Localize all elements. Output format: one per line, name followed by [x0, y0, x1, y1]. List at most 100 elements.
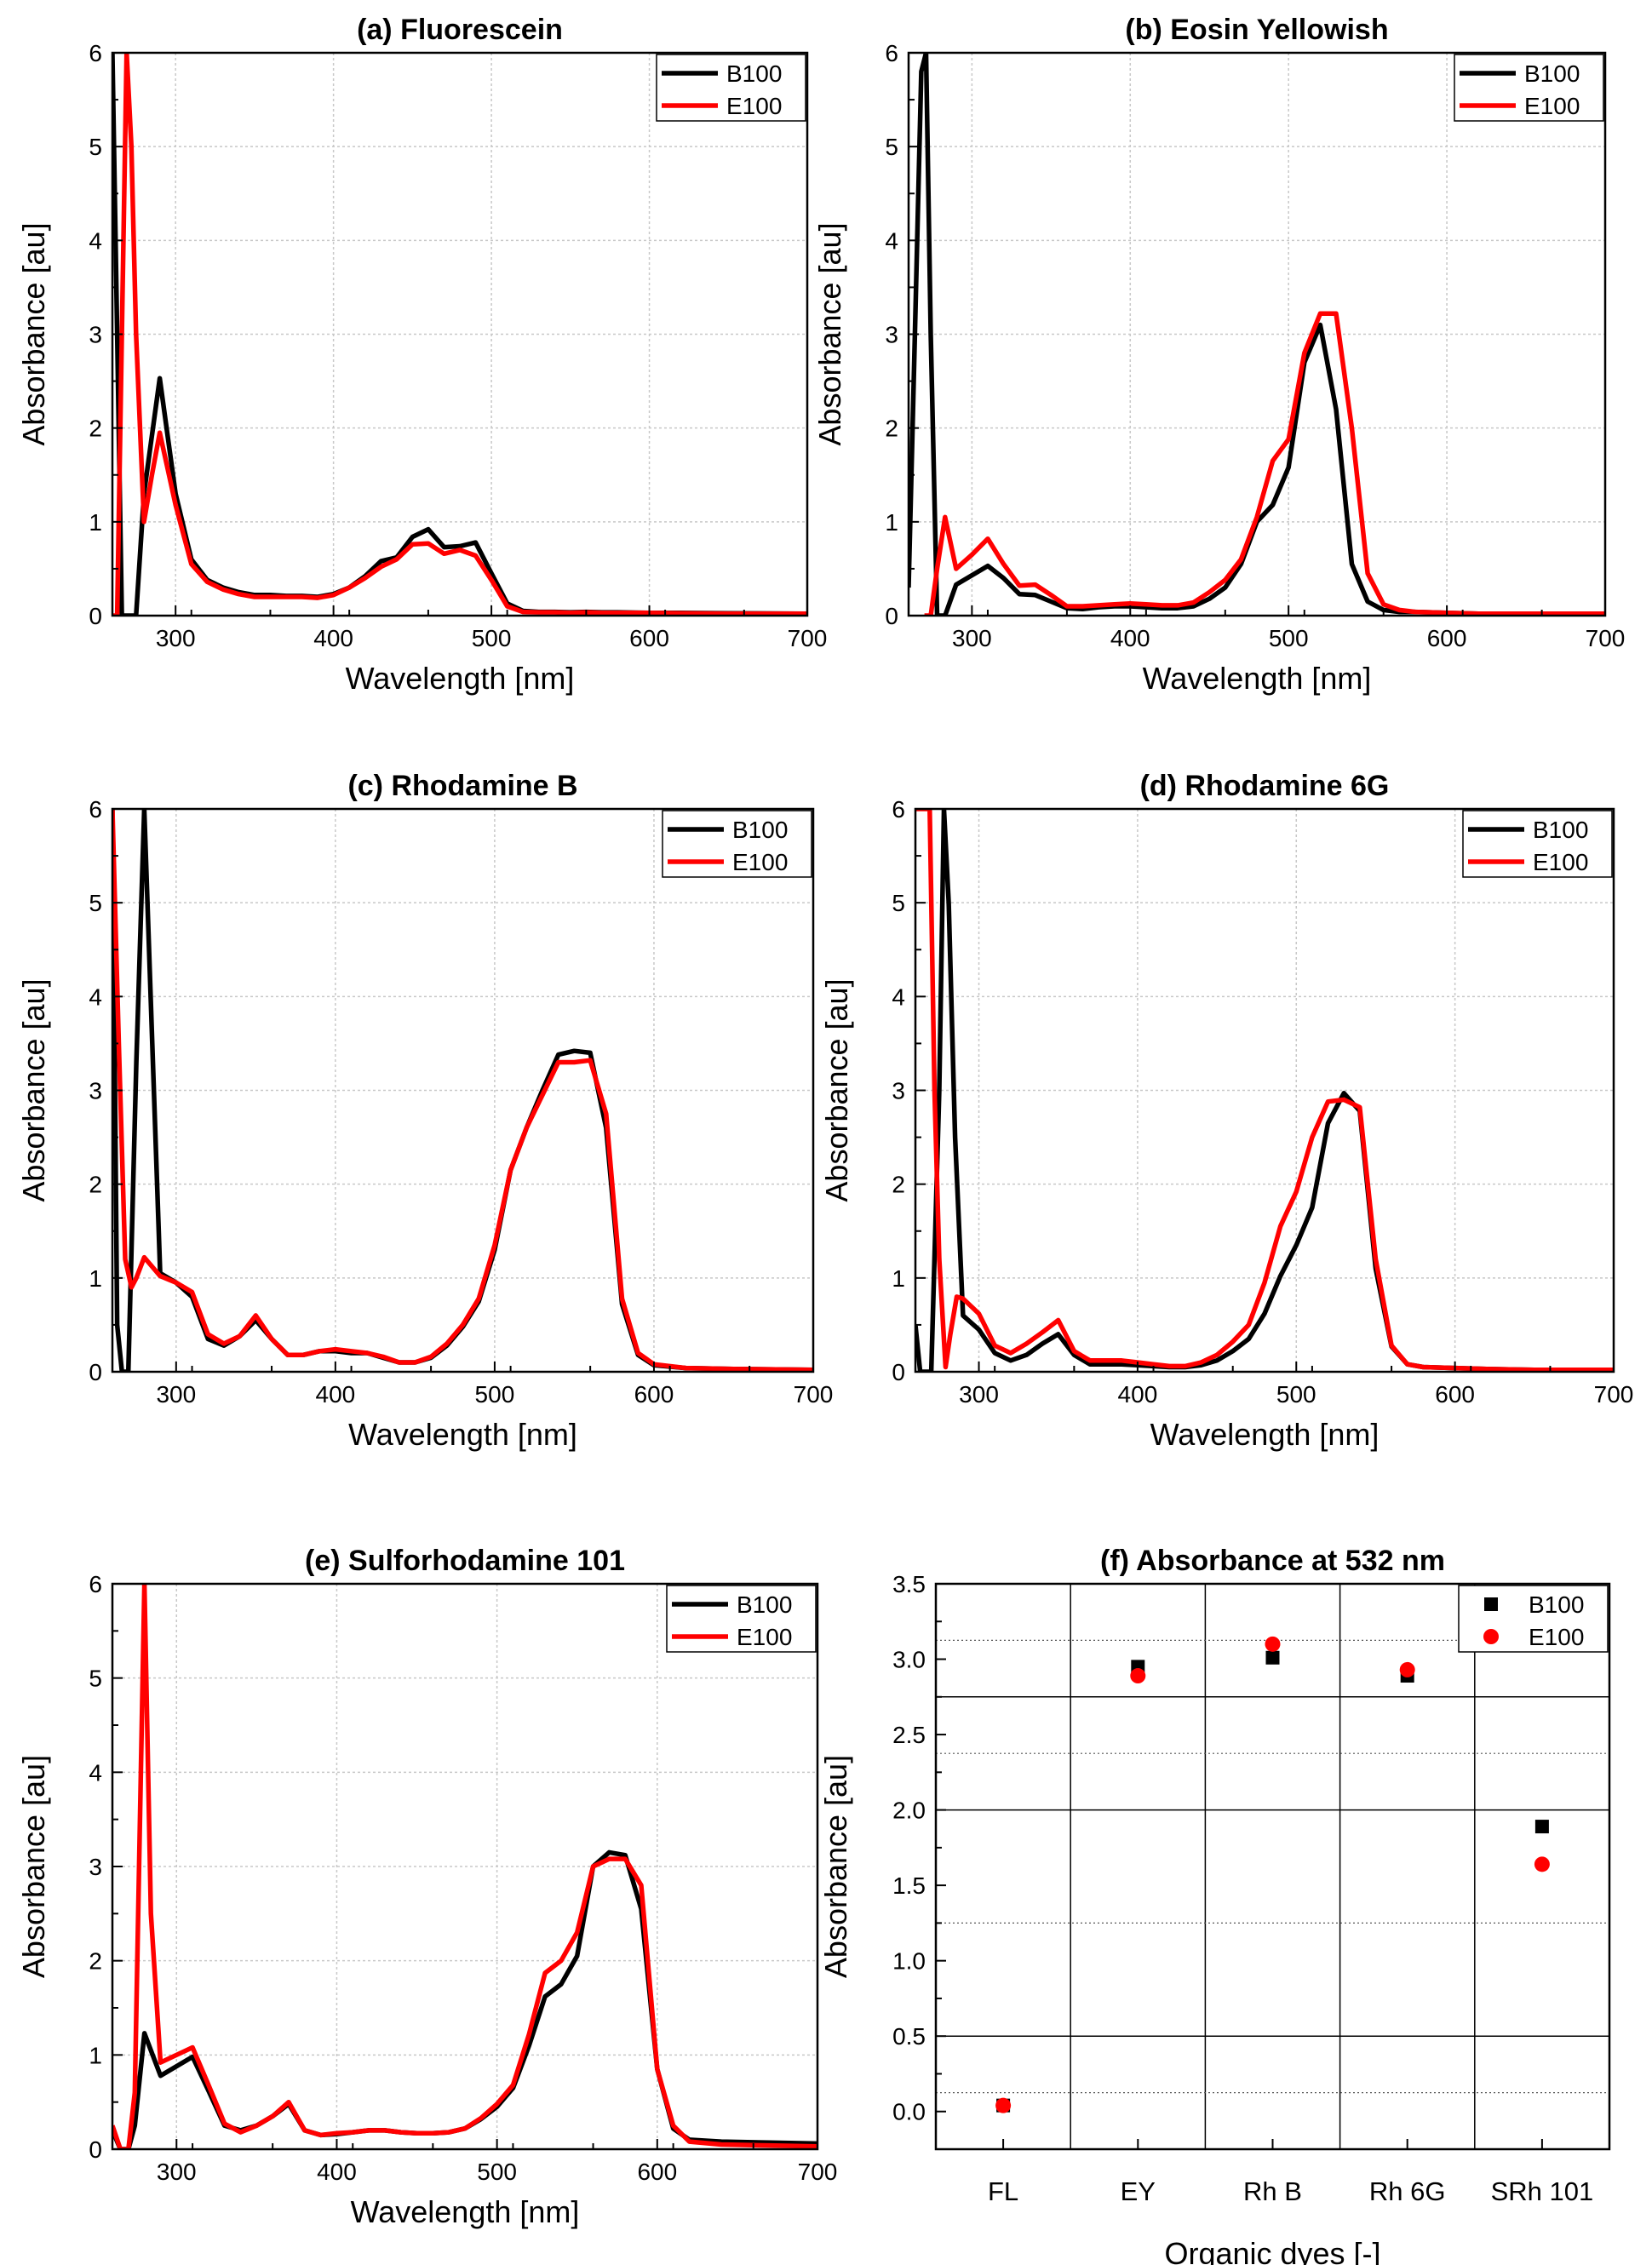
x-tick-label: 700: [1586, 625, 1626, 651]
legend-label: B100: [732, 817, 788, 843]
y-tick-label: 3: [885, 322, 898, 348]
y-tick-label: 0.0: [892, 2099, 926, 2125]
chart-panel-f: FL EY Rh B Rh 6G SRh 101 0.0 0.5 1.0 1.5 2.0 2.5 3.…: [818, 1545, 1611, 2265]
legend-label: B100: [737, 1591, 792, 1618]
x-tick-label: Rh 6G: [1369, 2176, 1446, 2206]
y-tick-label: 3: [89, 1854, 102, 1880]
y-tick-label: 1: [89, 509, 102, 536]
y-tick-label: 6: [89, 40, 102, 66]
y-tick-label: 1.5: [892, 1872, 926, 1899]
series-line-e100: [112, 809, 813, 1372]
plot-frame: [111, 51, 809, 617]
point-e100: [1534, 1856, 1550, 1872]
x-tick-label: 600: [629, 625, 669, 651]
y-axis-label: Absorbance [au]: [818, 1755, 853, 1978]
point-e100: [1399, 1661, 1415, 1677]
x-axis-label: Wavelength [nm]: [346, 661, 575, 696]
x-tick-label: 300: [952, 625, 992, 651]
plot-frame: [907, 51, 1607, 617]
legend-box: [666, 1585, 817, 1653]
y-tick-label: 1: [89, 1265, 102, 1292]
x-tick-label: 500: [477, 2159, 517, 2185]
y-tick-label: 0: [89, 603, 102, 629]
x-axis-label: Organic dyes [-]: [1164, 2236, 1380, 2265]
series-line-e100: [112, 53, 807, 616]
x-tick-label: 400: [316, 1381, 356, 1408]
chart-panel-e: 300 400 500 600 700 0 1 2 3 4 5 6 (e) Sulforhodamine…: [16, 1545, 837, 2229]
legend-label: E100: [737, 1624, 792, 1650]
y-tick-label: 4: [89, 227, 102, 254]
series-line-e100: [915, 809, 1614, 1372]
y-tick-label: 3: [89, 322, 102, 348]
plot-frame: [111, 1582, 819, 2151]
x-tick-label: 400: [1118, 1381, 1158, 1408]
point-e100: [1130, 1668, 1146, 1684]
x-tick-label: 500: [1269, 625, 1309, 651]
y-axis-label: Absorbance [au]: [16, 978, 51, 1201]
series-line-e100: [112, 1584, 817, 2149]
y-tick-label: 2: [892, 1172, 905, 1198]
y-tick-label: 2.0: [892, 1798, 926, 1824]
legend-label: E100: [1524, 93, 1580, 119]
y-tick-label: 5: [89, 890, 102, 916]
y-tick-label: 6: [892, 796, 905, 823]
point-b100: [1265, 1650, 1280, 1665]
chart-panel-a: 300 400 500 600 700 0 1 2 3 4 5 6 (a) Fluorescein Wav…: [16, 14, 827, 696]
x-tick-label: 500: [472, 625, 512, 651]
chart-title: (c) Rhodamine B: [347, 770, 577, 802]
y-tick-label: 4: [892, 983, 905, 1010]
x-tick-label: 500: [1276, 1381, 1316, 1408]
legend-label: E100: [1533, 849, 1588, 875]
chart-panel-b: 300 400 500 600 700 0 1 2 3 4 5 6 (b) Eosin Yellowis…: [812, 14, 1625, 696]
x-tick-label: 600: [1427, 625, 1467, 651]
y-tick-label: 5: [892, 890, 905, 916]
point-b100: [1534, 1820, 1549, 1834]
legend-label: B100: [726, 60, 782, 87]
plot-frame: [934, 1582, 1611, 2151]
chart-panel-c: 300 400 500 600 700 0 1 2 3 4 5 6 (c) Rhodamine B Wav…: [16, 770, 833, 1452]
y-tick-label: 4: [885, 227, 898, 254]
y-tick-label: 6: [885, 40, 898, 66]
y-tick-label: 3: [89, 1078, 102, 1104]
legend-box: [1462, 810, 1613, 878]
y-tick-label: 6: [89, 796, 102, 823]
legend-label: B100: [1524, 60, 1580, 87]
y-tick-label: 3.0: [892, 1647, 926, 1673]
plot-frame: [111, 807, 815, 1373]
x-tick-label: 300: [157, 2159, 197, 2185]
x-tick-label: 700: [798, 2159, 838, 2185]
x-tick-label: 300: [156, 625, 196, 651]
x-tick-label: 600: [637, 2159, 677, 2185]
legend-label: E100: [732, 849, 788, 875]
y-tick-label: 1.0: [892, 1948, 926, 1975]
x-tick-label: 400: [317, 2159, 357, 2185]
x-tick-label: 700: [788, 625, 828, 651]
y-tick-label: 4: [89, 983, 102, 1010]
series-line-b100: [112, 809, 813, 1372]
y-tick-label: 1: [892, 1265, 905, 1292]
legend-box: [656, 54, 806, 122]
y-tick-label: 3: [892, 1078, 905, 1104]
x-axis-label: Wavelength [nm]: [351, 2194, 580, 2229]
y-tick-label: 0: [892, 1359, 905, 1385]
x-axis-label: Wavelength [nm]: [1150, 1417, 1380, 1452]
y-tick-label: 5: [885, 134, 898, 160]
y-tick-label: 2: [89, 1948, 102, 1975]
x-tick-label: SRh 101: [1491, 2176, 1594, 2206]
legend-swatch-b100: [1484, 1597, 1498, 1611]
chart-panel-d: 300 400 500 600 700 0 1 2 3 4 5 6 (d) Rhodamine 6G Wa…: [819, 770, 1633, 1452]
x-tick-label: Rh B: [1243, 2176, 1302, 2206]
plot-frame: [914, 807, 1615, 1373]
y-tick-label: 3.5: [892, 1571, 926, 1597]
legend-label: B100: [1533, 817, 1588, 843]
y-tick-label: 1: [89, 2042, 102, 2068]
x-tick-label: 500: [475, 1381, 515, 1408]
legend-box: [1458, 1585, 1609, 1653]
y-tick-label: 1: [885, 509, 898, 536]
y-tick-label: 0: [89, 2136, 102, 2163]
x-tick-label: 400: [313, 625, 353, 651]
y-tick-label: 6: [89, 1571, 102, 1597]
x-tick-label: 300: [156, 1381, 196, 1408]
legend-label: B100: [1529, 1591, 1584, 1618]
x-tick-label: 700: [1594, 1381, 1634, 1408]
